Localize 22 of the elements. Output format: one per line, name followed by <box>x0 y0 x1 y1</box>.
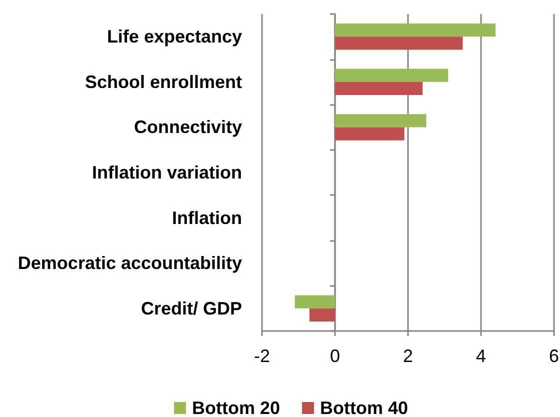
y-tick-label: Life expectancy <box>106 26 242 47</box>
x-tick-label: 0 <box>330 346 340 366</box>
y-tick-label: Inflation <box>172 208 242 228</box>
bar <box>335 68 448 82</box>
bar <box>335 82 423 96</box>
x-tick-label: 4 <box>476 346 486 366</box>
x-tick-label: 6 <box>548 346 560 366</box>
bar <box>335 36 463 50</box>
bar <box>335 127 404 140</box>
x-tick-label: -2 <box>254 346 270 366</box>
y-tick-label: School enrollment <box>84 72 242 92</box>
bar <box>335 114 426 128</box>
bar <box>309 308 335 322</box>
bar <box>335 24 496 37</box>
x-tick-label: 2 <box>402 346 414 366</box>
legend-label: Bottom 40 <box>320 398 408 417</box>
y-tick-label: Credit/ GDP <box>140 298 242 318</box>
legend-label: Bottom 20 <box>192 398 280 417</box>
y-tick-label: Democratic accountability <box>18 253 242 274</box>
y-tick-label: Inflation variation <box>92 162 242 182</box>
y-tick-label: Connectivity <box>134 117 242 138</box>
bar <box>294 295 335 308</box>
